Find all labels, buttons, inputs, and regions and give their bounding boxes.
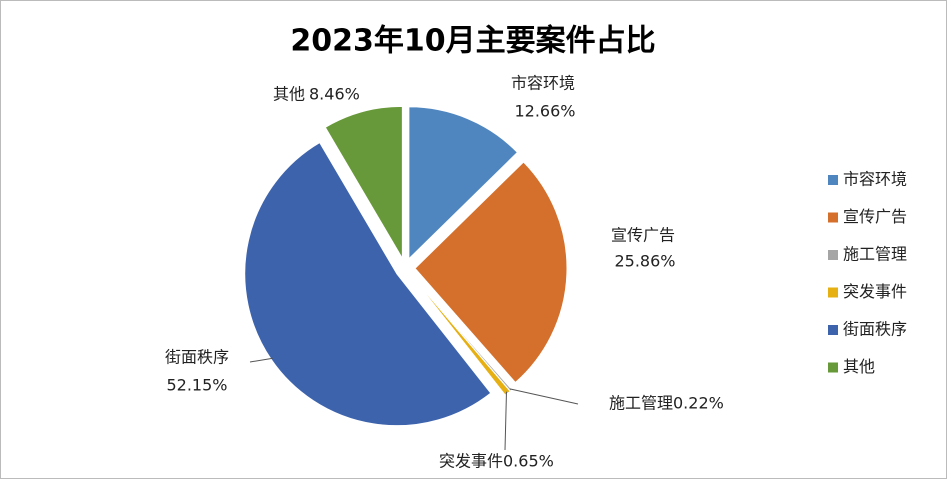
chart-title: 2023年10月主要案件占比 [290, 24, 655, 59]
slice-label-name: 其他 [273, 85, 305, 104]
legend-swatch [828, 250, 838, 260]
legend-label: 突发事件 [843, 282, 907, 301]
pie-slice [324, 105, 403, 261]
slice-label-value: 12.66% [514, 102, 575, 121]
leader-line [504, 391, 507, 451]
slice-label-value: 8.46% [309, 85, 360, 104]
legend-swatch [828, 287, 838, 298]
slice-label-value: 52.15% [166, 376, 227, 395]
leader-line [509, 388, 579, 405]
pie-slice [408, 106, 519, 260]
legend-label: 市容环境 [843, 170, 907, 189]
legend-swatch [828, 212, 838, 223]
slice-label-value: 0.65% [503, 452, 554, 471]
slice-label-name: 街面秩序 [165, 348, 229, 367]
slice-label-value: 25.86% [614, 252, 675, 271]
legend-label: 其他 [843, 357, 875, 376]
pie-slice [414, 161, 568, 384]
legend-label: 施工管理 [843, 245, 907, 264]
legend-label: 街面秩序 [843, 320, 907, 339]
slice-label-name: 市容环境 [511, 74, 575, 93]
leader-line [249, 357, 273, 363]
slice-label-name: 施工管理 [609, 394, 673, 413]
pie-slice [244, 141, 492, 427]
legend-swatch [828, 175, 838, 185]
pie-slice [410, 275, 511, 396]
legend-swatch [828, 325, 838, 335]
slice-label-name: 突发事件 [439, 452, 503, 471]
legend-swatch [828, 362, 838, 373]
slice-label-name: 宣传广告 [611, 226, 675, 245]
slice-label-value: 0.22% [673, 394, 724, 413]
legend-label: 宣传广告 [843, 207, 907, 226]
